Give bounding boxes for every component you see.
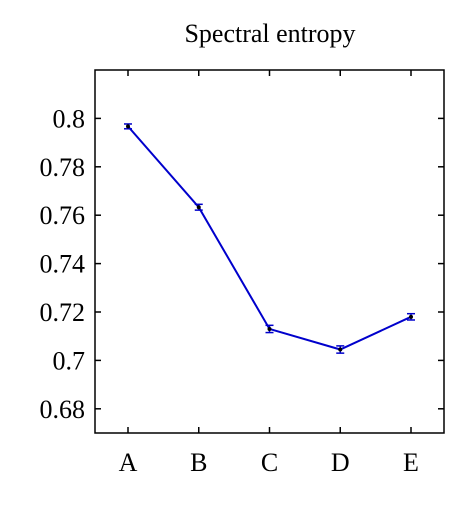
y-tick-label: 0.78: [40, 153, 86, 182]
y-tick-label: 0.8: [53, 104, 86, 133]
x-tick-label: A: [119, 448, 138, 477]
x-tick-label: B: [190, 448, 207, 477]
point: [338, 347, 343, 352]
x-tick-label: E: [403, 448, 419, 477]
point: [409, 314, 413, 319]
plot-frame: [94, 69, 445, 434]
line: [127, 125, 412, 351]
point: [196, 205, 201, 210]
y-tick-label: 0.68: [40, 395, 86, 424]
y-tick-label: 0.72: [40, 298, 86, 327]
point: [126, 124, 130, 129]
x-tick-label: D: [331, 448, 350, 477]
y-tick-label: 0.76: [40, 201, 86, 230]
point: [267, 326, 272, 331]
chart-title: Spectral entropy: [184, 19, 355, 48]
x-tick-label: C: [261, 448, 278, 477]
y-tick-label: 0.74: [40, 250, 86, 279]
y-tick-label: 0.7: [53, 346, 86, 375]
